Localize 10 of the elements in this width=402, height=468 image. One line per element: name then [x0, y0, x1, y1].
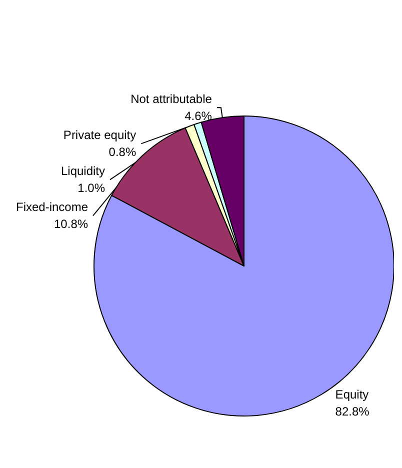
data-label: 82.8%: [335, 404, 370, 419]
data-label: 4.6%: [184, 109, 212, 124]
slice-label: Private equity: [63, 128, 136, 142]
slice-label: Equity: [335, 388, 369, 402]
slice-label: Not attributable: [130, 92, 212, 106]
slice-label: Fixed-income: [16, 200, 88, 214]
slice-label: Liquidity: [60, 164, 106, 178]
data-label: 10.8%: [54, 217, 88, 232]
data-label: 0.8%: [108, 145, 136, 160]
data-label: 1.0%: [78, 181, 106, 196]
